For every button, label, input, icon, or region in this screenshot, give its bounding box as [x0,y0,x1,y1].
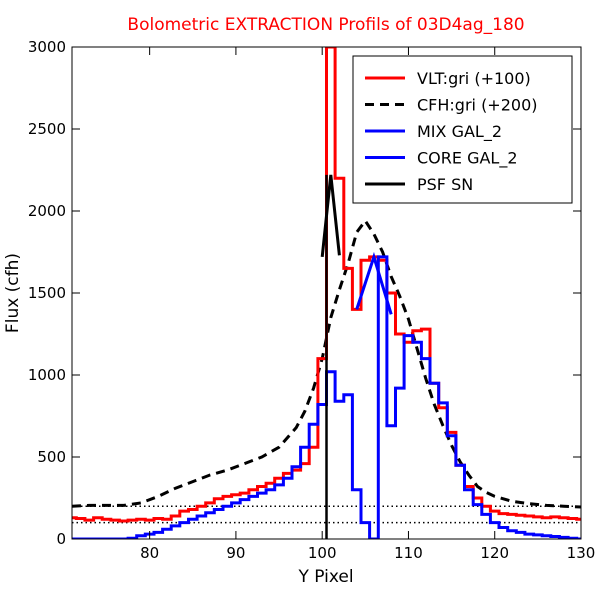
series-line-psf-sn [320,174,341,258]
y-axis-title: Flux (cfh) [3,253,23,333]
y-tick-label: 500 [37,448,66,466]
x-tick-label: 120 [480,544,509,562]
x-tick-label: 80 [140,544,159,562]
y-tick-label: 1500 [28,284,66,302]
y-tick-label: 2000 [28,202,66,220]
series-line-core-gal-2 [72,255,581,539]
series-line-mix-gal-2 [355,251,393,315]
x-tick-label: 130 [567,544,596,562]
y-tick-label: 3000 [28,38,66,56]
x-tick-label: 110 [394,544,423,562]
legend-label-vlt-gri-100: VLT:gri (+100) [417,69,531,88]
x-axis-title: Y Pixel [297,567,353,587]
legend-label-mix-gal-2: MIX GAL_2 [417,122,502,142]
plot-area: 80 90 100 110 120 130 0 500 1000 1500 2000 2500 3000… [28,38,596,562]
x-tick-label: 90 [226,544,245,562]
y-tick-label: 0 [56,530,66,548]
data-layer [72,47,581,539]
x-tick-label: 100 [308,544,337,562]
legend: VLT:gri (+100) CFH:gri (+200) MIX GAL_2 COR… [352,55,573,204]
legend-label-psf-sn: PSF SN [417,175,473,194]
legend-label-cfh-gri-200: CFH:gri (+200) [417,96,538,115]
series-line-cfh-gri-200 [72,218,581,509]
chart-title: Bolometric EXTRACTION Profils of 03D4ag_… [127,15,524,35]
y-tick-label: 2500 [28,120,66,138]
legend-label-core-gal-2: CORE GAL_2 [417,149,518,169]
y-tick-label: 1000 [28,366,66,384]
